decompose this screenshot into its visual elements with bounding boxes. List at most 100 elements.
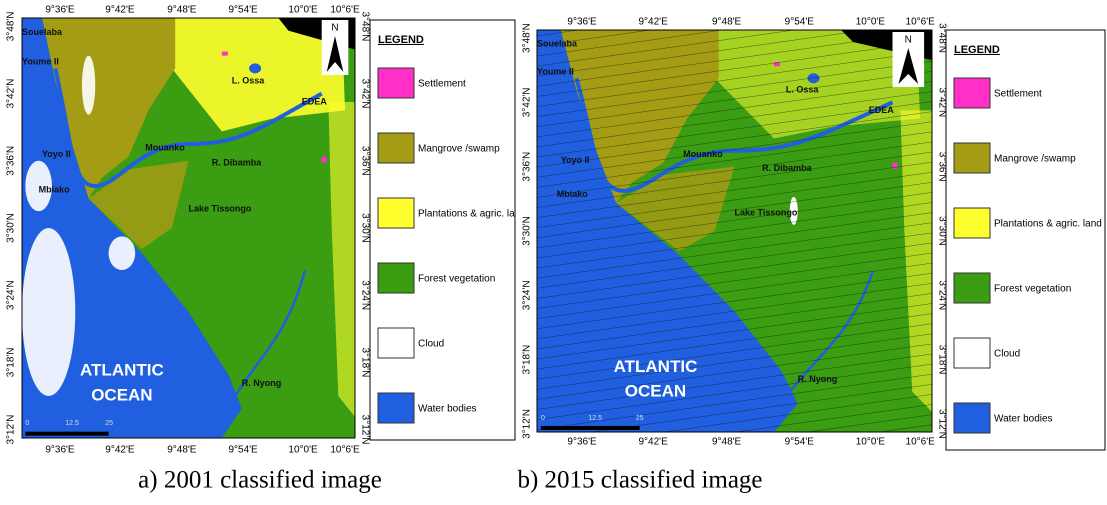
y-coord-right: 3°42'N [359,79,370,109]
legend-label: Settlement [418,79,466,90]
x-coord-bottom: 10°6'E [330,445,360,456]
y-coord-right: 3°30'N [359,213,370,243]
scale-label: 12.5 [588,415,602,422]
y-coord-left: 3°12'N [522,409,533,439]
y-coord-right: 3°12'N [359,415,370,445]
legend-swatch [954,208,990,238]
place-label: R. Dibamba [212,157,263,167]
scale-label: 0 [541,415,545,422]
x-coord-top: 10°0'E [856,17,886,28]
place-label: Souelaba [22,27,63,37]
legend-swatch [954,338,990,368]
x-coord-bottom: 9°48'E [167,445,197,456]
legend-title: LEGEND [378,34,424,46]
y-coord-right: 3°36'N [359,146,370,176]
y-coord-left: 3°12'N [6,415,17,445]
y-coord-right: 3°24'N [359,280,370,310]
scale-label: 25 [636,415,644,422]
y-coord-left: 3°48'N [6,11,17,41]
cloud [22,228,75,396]
place-label: ATLANTIC [614,357,698,376]
legend-swatch [954,78,990,108]
legend-label: Cloud [994,349,1020,360]
place-label: Mouanko [145,143,185,153]
y-coord-right: 3°48'N [359,11,370,41]
place-label: Youme II [537,67,574,77]
place-label: Mbiako [39,185,71,195]
legend-swatch [378,68,414,98]
legend-swatch [378,328,414,358]
place-label: L. Ossa [232,75,266,85]
y-coord-left: 3°42'N [522,87,533,117]
x-coord-top: 9°54'E [228,5,258,16]
place-label: Youme II [22,56,59,66]
scale-bar [541,426,640,430]
y-coord-right: 3°18'N [359,347,370,377]
legend-label: Water bodies [994,414,1053,425]
y-coord-left: 3°48'N [522,23,533,53]
scale-label: 25 [105,420,113,427]
place-label: EDEA [869,105,895,115]
legend-label: Water bodies [418,404,477,415]
place-label: ATLANTIC [80,360,164,379]
place-label: Yoyo II [561,155,590,165]
caption: b) 2015 classified image [517,467,762,494]
x-coord-top: 9°48'E [167,5,197,16]
legend-label: Settlement [994,89,1042,100]
legend-swatch [378,198,414,228]
y-coord-left: 3°36'N [6,146,17,176]
cloud [82,56,95,115]
legend-title: LEGEND [954,44,1000,56]
x-coord-top: 9°42'E [638,17,668,28]
x-coord-bottom: 9°42'E [638,437,668,448]
north-label: N [905,35,912,46]
place-label: R. Nyong [798,374,838,384]
figure: N 0 12.5 25 Souelaba Youme II L. Ossa EDEA Mouan… [0,0,1107,505]
x-coord-bottom: 9°48'E [712,437,742,448]
place-label: Lake Tissongo [189,203,252,213]
place-label: Souelaba [537,38,578,48]
x-coord-top: 10°6'E [330,5,360,16]
y-coord-left: 3°18'N [522,345,533,375]
place-label: Yoyo II [42,149,71,159]
legend-label: Forest vegetation [418,274,495,285]
place-label: Mbiako [557,189,589,199]
y-coord-left: 3°30'N [6,213,17,243]
cloud [109,236,136,270]
legend-swatch [378,263,414,293]
legend-swatch [378,393,414,423]
legend-label: Plantations & agric. land [418,209,526,220]
x-coord-top: 10°6'E [906,17,936,28]
y-coord-left: 3°36'N [522,152,533,182]
x-coord-bottom: 9°54'E [785,437,815,448]
scale-bar [25,432,108,436]
y-coord-left: 3°24'N [522,280,533,310]
x-coord-bottom: 9°42'E [105,445,135,456]
caption: a) 2001 classified image [138,467,382,494]
legend-swatch [954,273,990,303]
legend-label: Mangrove /swamp [994,154,1076,165]
x-coord-top: 9°42'E [105,5,135,16]
y-coord-left: 3°24'N [6,280,17,310]
legend-label: Cloud [418,339,444,350]
north-label: N [331,23,338,34]
lake [249,63,261,73]
x-coord-bottom: 9°54'E [228,445,258,456]
legend-label: Plantations & agric. land [994,219,1102,230]
legend-swatch [954,143,990,173]
settlement [222,52,228,56]
place-label: R. Dibamba [762,163,813,173]
y-coord-left: 3°42'N [6,79,17,109]
place-label: OCEAN [625,381,686,400]
settlement [322,157,327,163]
legend-swatch [378,133,414,163]
x-coord-top: 9°36'E [567,17,597,28]
x-coord-bottom: 9°36'E [567,437,597,448]
x-coord-bottom: 10°6'E [906,437,936,448]
place-label: Mouanko [683,149,723,159]
x-coord-bottom: 9°36'E [45,445,75,456]
x-coord-top: 9°36'E [45,5,75,16]
x-coord-top: 10°0'E [288,5,318,16]
